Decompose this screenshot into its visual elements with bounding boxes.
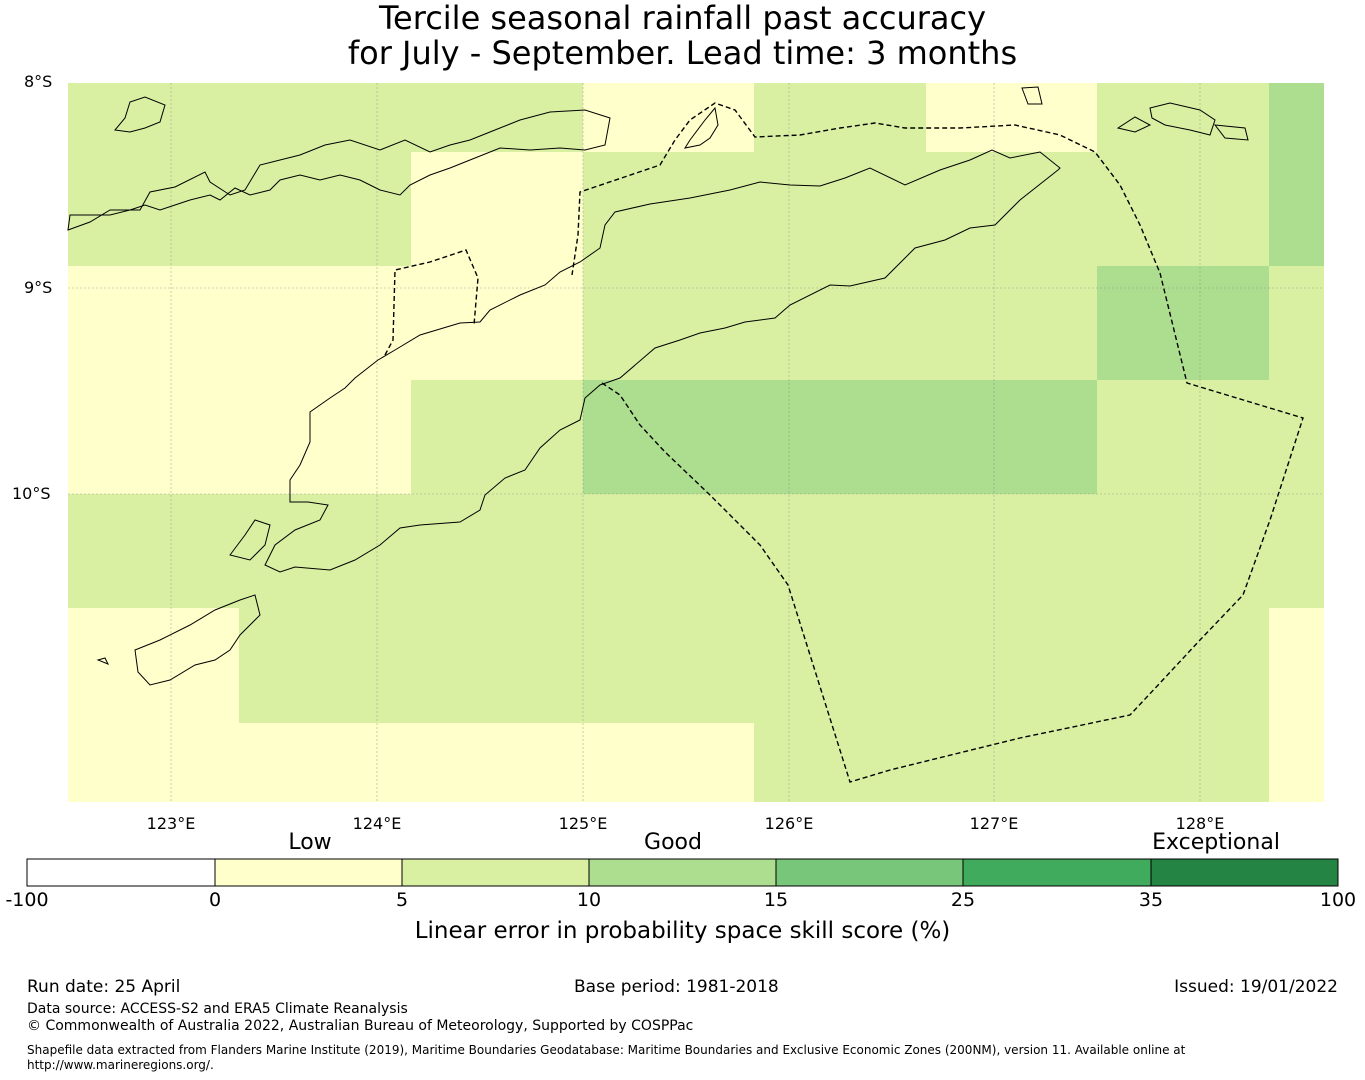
grid-cell <box>1269 608 1324 802</box>
colorbar-tick: 5 <box>395 889 409 911</box>
graticule <box>68 83 1324 802</box>
grid-cell <box>1097 380 1324 494</box>
grid-cell <box>68 494 1324 608</box>
lon-label: 127°E <box>969 814 1019 833</box>
colorbar-segment <box>1151 859 1338 886</box>
colorbar-tick: 35 <box>1138 889 1164 911</box>
colorbar-segment <box>963 859 1151 886</box>
grid-cell <box>1269 83 1324 266</box>
run-date: Run date: 25 April <box>27 977 181 997</box>
maritime-boundaries <box>384 102 1304 783</box>
colorbar-segment <box>215 859 402 886</box>
grid-cell <box>583 380 1097 494</box>
colorbar-tick: 25 <box>950 889 976 911</box>
grid-cell <box>1269 266 1324 380</box>
grid-cell <box>583 266 1097 380</box>
grid-cell <box>239 723 754 802</box>
base-period: Base period: 1981-2018 <box>574 977 779 997</box>
lon-label: 124°E <box>352 814 402 833</box>
data-source: Data source: ACCESS-S2 and ERA5 Climate … <box>27 1001 408 1017</box>
grid-cell <box>1097 83 1269 152</box>
colorbar-label: Linear error in probability space skill … <box>414 918 951 944</box>
lon-label: 125°E <box>558 814 608 833</box>
map-title-line-2: for July - September. Lead time: 3 month… <box>347 34 1018 72</box>
lon-label: 126°E <box>764 814 814 833</box>
colorbar-category-exceptional: Exceptional <box>1152 830 1280 855</box>
grid-cell <box>754 723 1269 802</box>
grid-cell <box>1097 266 1269 380</box>
colorbar-tick: 100 <box>1319 889 1357 911</box>
lon-label: 128°E <box>1175 814 1225 833</box>
shapefile-credit: Shapefile data extracted from Flanders M… <box>27 1043 1186 1072</box>
grid-cell <box>411 380 583 494</box>
colorbar-segment <box>27 859 215 886</box>
grid-cell <box>926 83 1097 152</box>
colorbar-category-good: Good <box>644 830 702 855</box>
lat-label: 8°S <box>24 72 53 91</box>
colorbar-tick: 0 <box>208 889 222 911</box>
colorbar-segment <box>402 859 589 886</box>
colorbar-segment <box>589 859 776 886</box>
colorbar-tick: 15 <box>763 889 789 911</box>
coastlines <box>67 86 1249 686</box>
copyright: © Commonwealth of Australia 2022, Austra… <box>27 1018 694 1034</box>
grid-cell <box>583 83 754 152</box>
colorbar-frame <box>26 858 1339 887</box>
issued-date: Issued: 19/01/2022 <box>1174 977 1338 997</box>
skill-grid <box>68 83 1324 802</box>
map-title-line-1: Tercile seasonal rainfall past accuracy <box>378 0 987 37</box>
lon-label: 123°E <box>146 814 196 833</box>
lat-label: 9°S <box>24 278 53 297</box>
colorbar-segment <box>776 859 963 886</box>
grid-cell <box>68 380 411 494</box>
lat-label: 10°S <box>12 484 51 503</box>
grid-cell <box>754 83 926 152</box>
colorbar-tick: -100 <box>5 889 49 911</box>
grid-cell <box>68 608 239 802</box>
colorbar-category-low: Low <box>288 830 332 855</box>
grid-cell <box>239 608 1269 723</box>
grid-cell <box>68 266 583 380</box>
grid-cell <box>411 152 583 266</box>
colorbar <box>26 858 1339 887</box>
grid-cell <box>583 152 1269 266</box>
colorbar-tick: 10 <box>576 889 602 911</box>
